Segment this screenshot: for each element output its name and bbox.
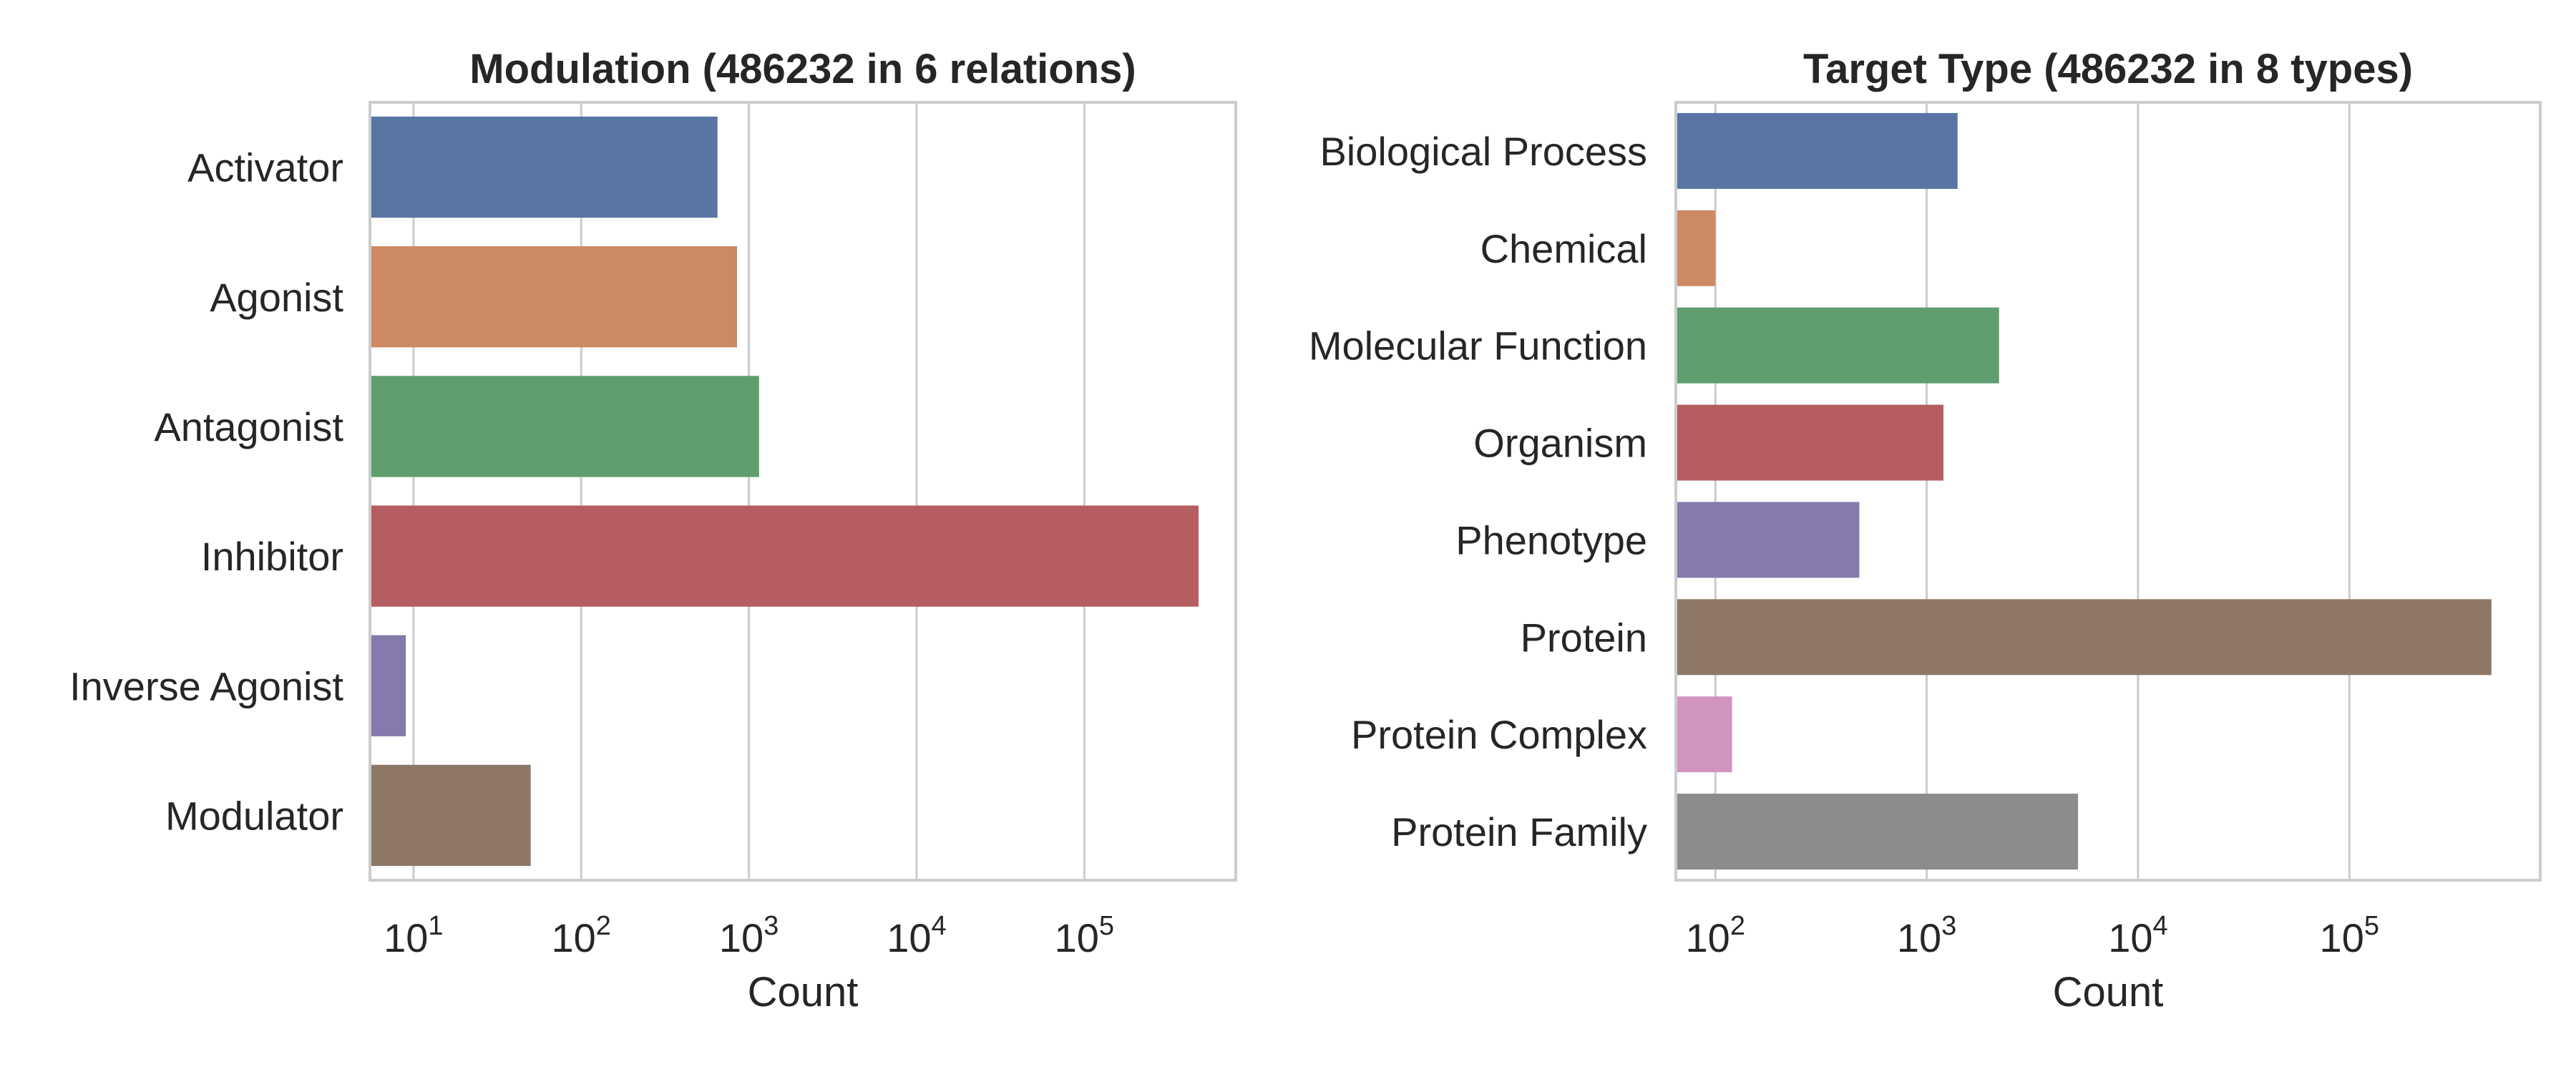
plot-frame — [1674, 101, 2542, 882]
x-tick-label: 105 — [2320, 911, 2379, 960]
y-tick-label: Inhibitor — [201, 534, 343, 579]
y-tick-label: Antagonist — [154, 404, 343, 449]
y-tick-label: Protein Complex — [1351, 712, 1647, 757]
bar — [1677, 404, 1943, 481]
bar — [371, 635, 406, 736]
y-tick-label: Organism — [1473, 421, 1647, 466]
y-tick-label: Activator — [187, 145, 343, 190]
bar — [1677, 794, 2079, 870]
y-tick-label: Protein — [1521, 615, 1647, 660]
plot-frame — [369, 101, 1237, 882]
x-axis-label: Count — [2053, 969, 2164, 1015]
bar — [1677, 696, 1732, 773]
chart-title: Modulation (486232 in 6 relations) — [469, 46, 1136, 92]
chart-title: Target Type (486232 in 8 types) — [1803, 46, 2413, 92]
x-tick-label: 101 — [384, 911, 443, 960]
bar — [1677, 112, 1958, 189]
bar — [1677, 599, 2492, 676]
y-tick-label: Biological Process — [1319, 129, 1647, 174]
bar — [1677, 210, 1716, 286]
y-tick-label: Phenotype — [1455, 517, 1647, 562]
x-tick-label: 105 — [1055, 911, 1114, 960]
y-tick-label: Modulator — [165, 793, 343, 838]
bar — [371, 246, 738, 348]
x-tick-label: 104 — [887, 911, 946, 960]
x-tick-label: 103 — [1897, 911, 1956, 960]
x-tick-label: 102 — [1686, 911, 1745, 960]
y-tick-label: Inverse Agonist — [69, 663, 343, 708]
bar — [1677, 307, 1999, 384]
y-tick-label: Protein Family — [1391, 809, 1647, 854]
y-tick-label: Chemical — [1480, 226, 1647, 271]
y-tick-label: Agonist — [210, 275, 343, 320]
x-tick-label: 104 — [2108, 911, 2167, 960]
target-type-chart: Target Type (486232 in 8 types) Biologic… — [1309, 46, 2542, 1015]
y-tick-label: Molecular Function — [1309, 323, 1647, 369]
bar — [371, 505, 1199, 607]
modulation-chart: Modulation (486232 in 6 relations) Activ… — [69, 46, 1237, 1015]
bar — [371, 116, 718, 218]
x-tick-label: 103 — [719, 911, 779, 960]
bar — [1677, 502, 1860, 578]
bar — [371, 376, 759, 477]
bar — [371, 764, 531, 867]
x-tick-label: 102 — [552, 911, 611, 960]
x-axis-label: Count — [748, 969, 859, 1015]
